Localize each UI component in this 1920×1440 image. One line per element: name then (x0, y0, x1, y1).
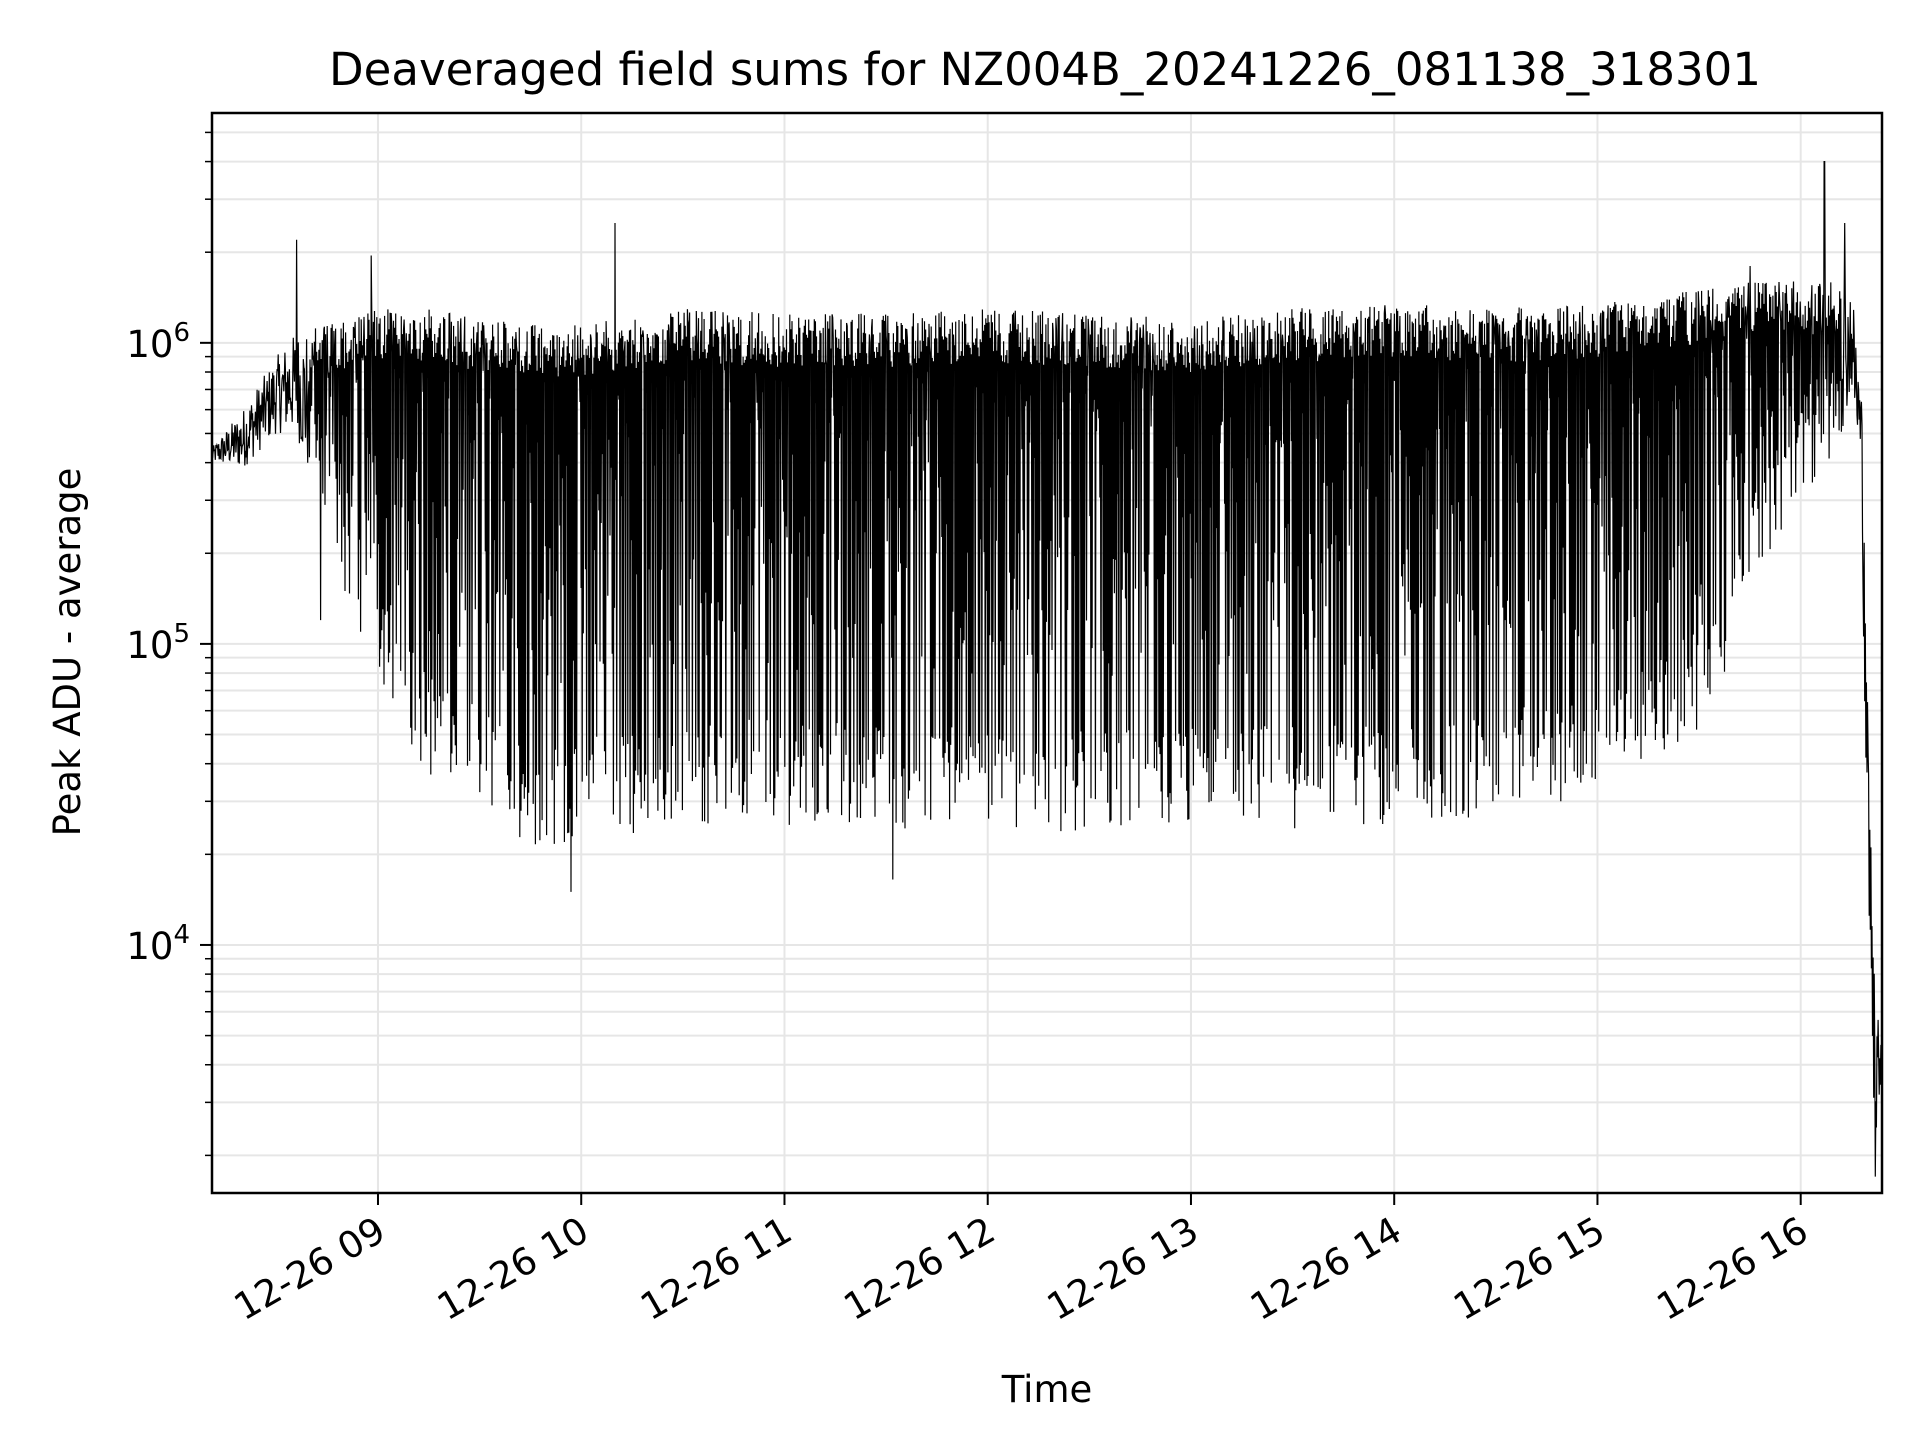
y-axis-label: Peak ADU - average (46, 468, 89, 837)
data-line (211, 161, 1883, 1177)
plot-area-frame (210, 111, 1884, 1195)
y-tick-label-exponent: 4 (173, 920, 190, 950)
x-axis-label: Time (1001, 1368, 1093, 1411)
y-tick-label-exponent: 6 (173, 318, 190, 348)
y-tick-label: 104 (126, 920, 190, 968)
y-tick-label-base: 10 (126, 925, 173, 968)
y-tick-label: 105 (126, 619, 190, 667)
chart-title: Deaveraged field sums for NZ004B_2024122… (329, 43, 1761, 96)
series-line-peak-adu (211, 161, 1883, 1177)
y-tick-label-exponent: 5 (173, 619, 190, 649)
y-tick-label: 106 (126, 318, 190, 366)
y-tick-label-base: 10 (126, 323, 173, 366)
y-tick-label-base: 10 (126, 624, 173, 667)
